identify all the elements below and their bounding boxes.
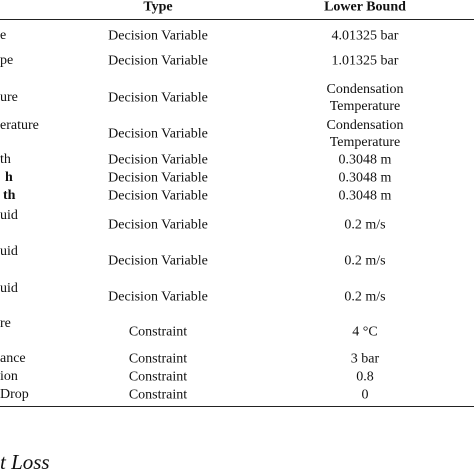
bottom-rule [0,406,474,407]
bound-cell: Condensation Temperature [326,118,404,150]
bound-cell: 4 °C [352,324,378,340]
type-cell: Decision Variable [108,253,208,269]
bound-cell: 1.01325 bar [331,53,399,69]
bound-cell: 0.3048 m [338,188,392,204]
row-label: Drop [0,387,29,402]
row-label: pe [0,53,14,68]
row-label: uid [0,244,18,259]
type-cell: Constraint [128,369,188,385]
row-label: uid [0,208,18,223]
row-label: e [0,28,7,43]
row-label: erature [0,118,39,133]
type-cell: Constraint [128,324,188,340]
header-cell: Type [143,0,173,15]
row-label: th [0,152,11,167]
type-cell: Decision Variable [108,188,208,204]
header-cell: Lower Bound [324,0,406,15]
type-cell: Decision Variable [108,170,208,186]
type-cell: Decision Variable [108,152,208,168]
row-label: uid [0,281,18,296]
bound-cell: 0.2 m/s [344,289,386,305]
caption: t Loss [0,450,50,474]
row-label: ance [0,351,26,366]
bound-cell: 3 bar [350,351,380,367]
row-label: ion [0,369,18,384]
bound-cell: Condensation Temperature [326,82,404,114]
bound-cell: 0.3048 m [338,170,392,186]
header-rule [0,19,474,20]
type-cell: Constraint [128,387,188,403]
bound-cell: 0.2 m/s [344,217,386,233]
type-cell: Decision Variable [108,28,208,44]
bound-cell: 0.2 m/s [344,253,386,269]
bound-cell: 4.01325 bar [331,28,399,44]
row-label: re [0,316,11,331]
type-cell: Decision Variable [108,90,208,106]
bound-cell: 0.3048 m [338,152,392,168]
type-cell: Decision Variable [108,126,208,142]
type-cell: Decision Variable [108,217,208,233]
row-label: th [3,188,16,203]
row-label: ure [0,90,18,105]
type-cell: Decision Variable [108,289,208,305]
bound-cell: 0.8 [356,369,374,385]
row-label: h [5,170,13,185]
type-cell: Constraint [128,351,188,367]
type-cell: Decision Variable [108,53,208,69]
bound-cell: 0 [361,387,369,403]
